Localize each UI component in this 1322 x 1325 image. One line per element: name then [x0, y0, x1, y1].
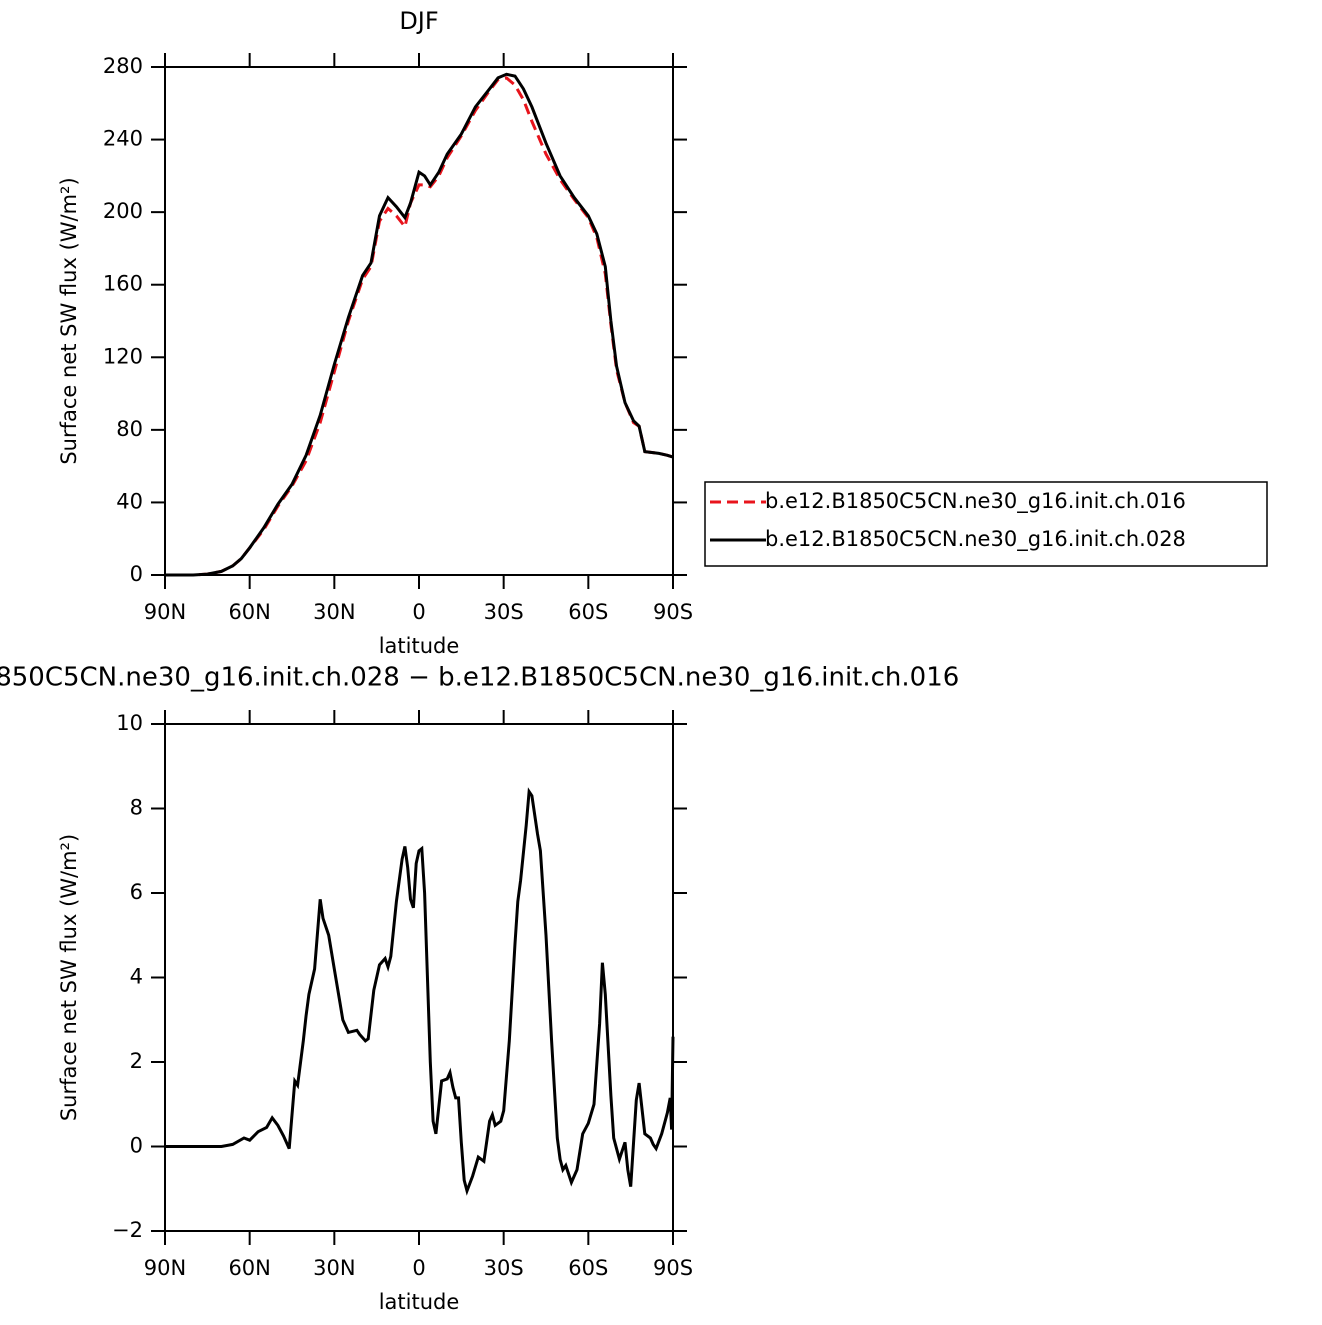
y-tick-label: 8: [130, 796, 143, 820]
y-tick-label: 160: [103, 272, 143, 296]
y-tick-label: 2: [130, 1049, 143, 1073]
x-tick-label: 30N: [313, 1256, 355, 1280]
y-tick-label: 4: [130, 965, 143, 989]
y-tick-label: 240: [103, 127, 143, 151]
y-axis-label: Surface net SW flux (W/m²): [57, 834, 81, 1121]
plot-frame: [164, 723, 674, 1232]
y-tick-label: 200: [103, 199, 143, 223]
y-tick-label: 40: [116, 489, 143, 513]
data-line: [165, 72, 674, 577]
y-tick-label: 80: [116, 417, 143, 441]
x-tick-label: 30N: [313, 600, 355, 624]
chart-title: b.e12.B1850C5CN.ne30_g16.init.ch.028 − b…: [0, 663, 959, 693]
x-tick-label: 0: [412, 1256, 425, 1280]
data-line: [165, 787, 675, 1196]
x-tick-label: 60N: [228, 1256, 270, 1280]
legend-label: b.e12.B1850C5CN.ne30_g16.init.ch.016: [765, 489, 1186, 514]
y-axis-label: Surface net SW flux (W/m²): [57, 177, 81, 464]
x-tick-label: 30S: [484, 1256, 524, 1280]
x-tick-label: 90S: [653, 1256, 693, 1280]
y-tick-label: −2: [112, 1218, 143, 1242]
x-tick-label: 90N: [144, 1256, 186, 1280]
plot-frame: [164, 66, 674, 576]
x-tick-label: 30S: [484, 600, 524, 624]
y-tick-label: 10: [116, 711, 143, 735]
chart-title: DJF: [399, 7, 438, 35]
x-tick-label: 90N: [144, 600, 186, 624]
x-tick-label: 60S: [568, 600, 608, 624]
y-tick-label: 280: [103, 54, 143, 78]
x-axis-label: latitude: [379, 1290, 460, 1314]
y-tick-label: 120: [103, 344, 143, 368]
x-tick-label: 0: [412, 600, 425, 624]
y-tick-label: 0: [130, 1134, 143, 1158]
x-tick-label: 90S: [653, 600, 693, 624]
data-line: [165, 76, 674, 577]
legend-label: b.e12.B1850C5CN.ne30_g16.init.ch.028: [765, 527, 1186, 552]
x-tick-label: 60S: [568, 1256, 608, 1280]
y-tick-label: 6: [130, 880, 143, 904]
x-axis-label: latitude: [379, 634, 460, 658]
legend-box: [704, 481, 1268, 567]
y-tick-label: 0: [130, 562, 143, 586]
x-tick-label: 60N: [228, 600, 270, 624]
